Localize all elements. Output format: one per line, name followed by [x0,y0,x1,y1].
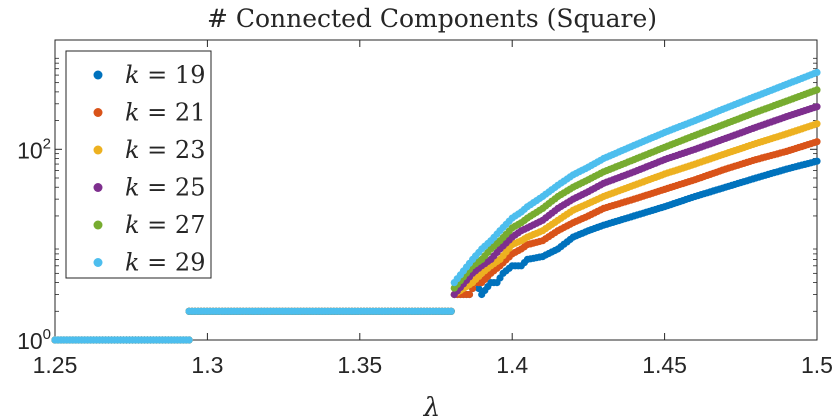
y-tick-base: 10 [17,137,43,163]
legend-marker [93,220,103,230]
legend-k-value: 29 [175,249,206,277]
plot-frame [54,39,818,341]
legend-k-symbol: k [125,211,140,239]
data-point [813,120,821,128]
data-point [813,138,821,146]
legend-equals: = [140,136,175,164]
x-tick-label: 1.25 [33,352,78,378]
data-points [51,68,821,344]
legend-label: k = 29 [125,249,205,277]
legend-k-value: 23 [175,136,206,164]
x-tick-label: 1.35 [337,352,382,378]
y-tick-exponent: 2 [43,135,51,152]
chart-title: # Connected Components (Square) [207,4,657,33]
y-tick-label: 102 [17,135,51,163]
legend-equals: = [140,249,175,277]
y-tick-base: 10 [17,328,43,354]
legend-label: k = 23 [125,136,205,164]
data-point [465,290,474,299]
legend-k-value: 21 [175,99,206,127]
x-tick-label: 1.4 [496,352,528,378]
data-point [475,284,483,293]
legend-equals: = [140,174,175,202]
legend-equals: = [140,99,175,127]
y-tick-label: 100 [17,326,51,354]
x-tick-label: 1.3 [191,352,223,378]
data-point [813,157,821,165]
legend-marker [93,108,103,117]
data-point [447,307,455,315]
y-tick-exponent: 0 [43,326,51,343]
legend-marker [93,145,103,155]
plot-area [54,39,818,341]
legend-marker [93,258,103,267]
x-axis-label: λ [423,393,440,419]
series-29 [51,68,821,344]
legend-k-symbol: k [125,99,140,127]
legend-k-value: 27 [175,211,206,239]
data-point [813,103,821,111]
legend-label: k = 21 [125,99,205,127]
legend-marker [93,183,103,192]
legend-k-value: 25 [175,174,206,202]
x-tick-label: 1.5 [801,352,833,378]
data-point [185,336,193,344]
legend-equals: = [140,211,175,239]
legend-k-symbol: k [125,136,140,164]
legend-k-symbol: k [125,61,140,89]
legend-label: k = 25 [125,174,205,202]
legend: k = 19k = 21k = 23k = 25k = 27k = 29 [65,50,212,279]
legend-label: k = 19 [125,61,205,89]
data-point [813,86,821,94]
legend-k-value: 19 [175,61,206,89]
data-point [813,68,821,76]
legend-box [65,50,212,279]
x-tick-label: 1.45 [642,352,687,378]
legend-marker [93,70,103,80]
legend-k-symbol: k [125,249,140,277]
legend-label: k = 27 [125,211,205,239]
legend-k-symbol: k [125,174,140,202]
legend-equals: = [140,61,175,89]
x-axis: 1.25 1.3 1.35 1.4 1.45 1.5 [33,40,833,378]
